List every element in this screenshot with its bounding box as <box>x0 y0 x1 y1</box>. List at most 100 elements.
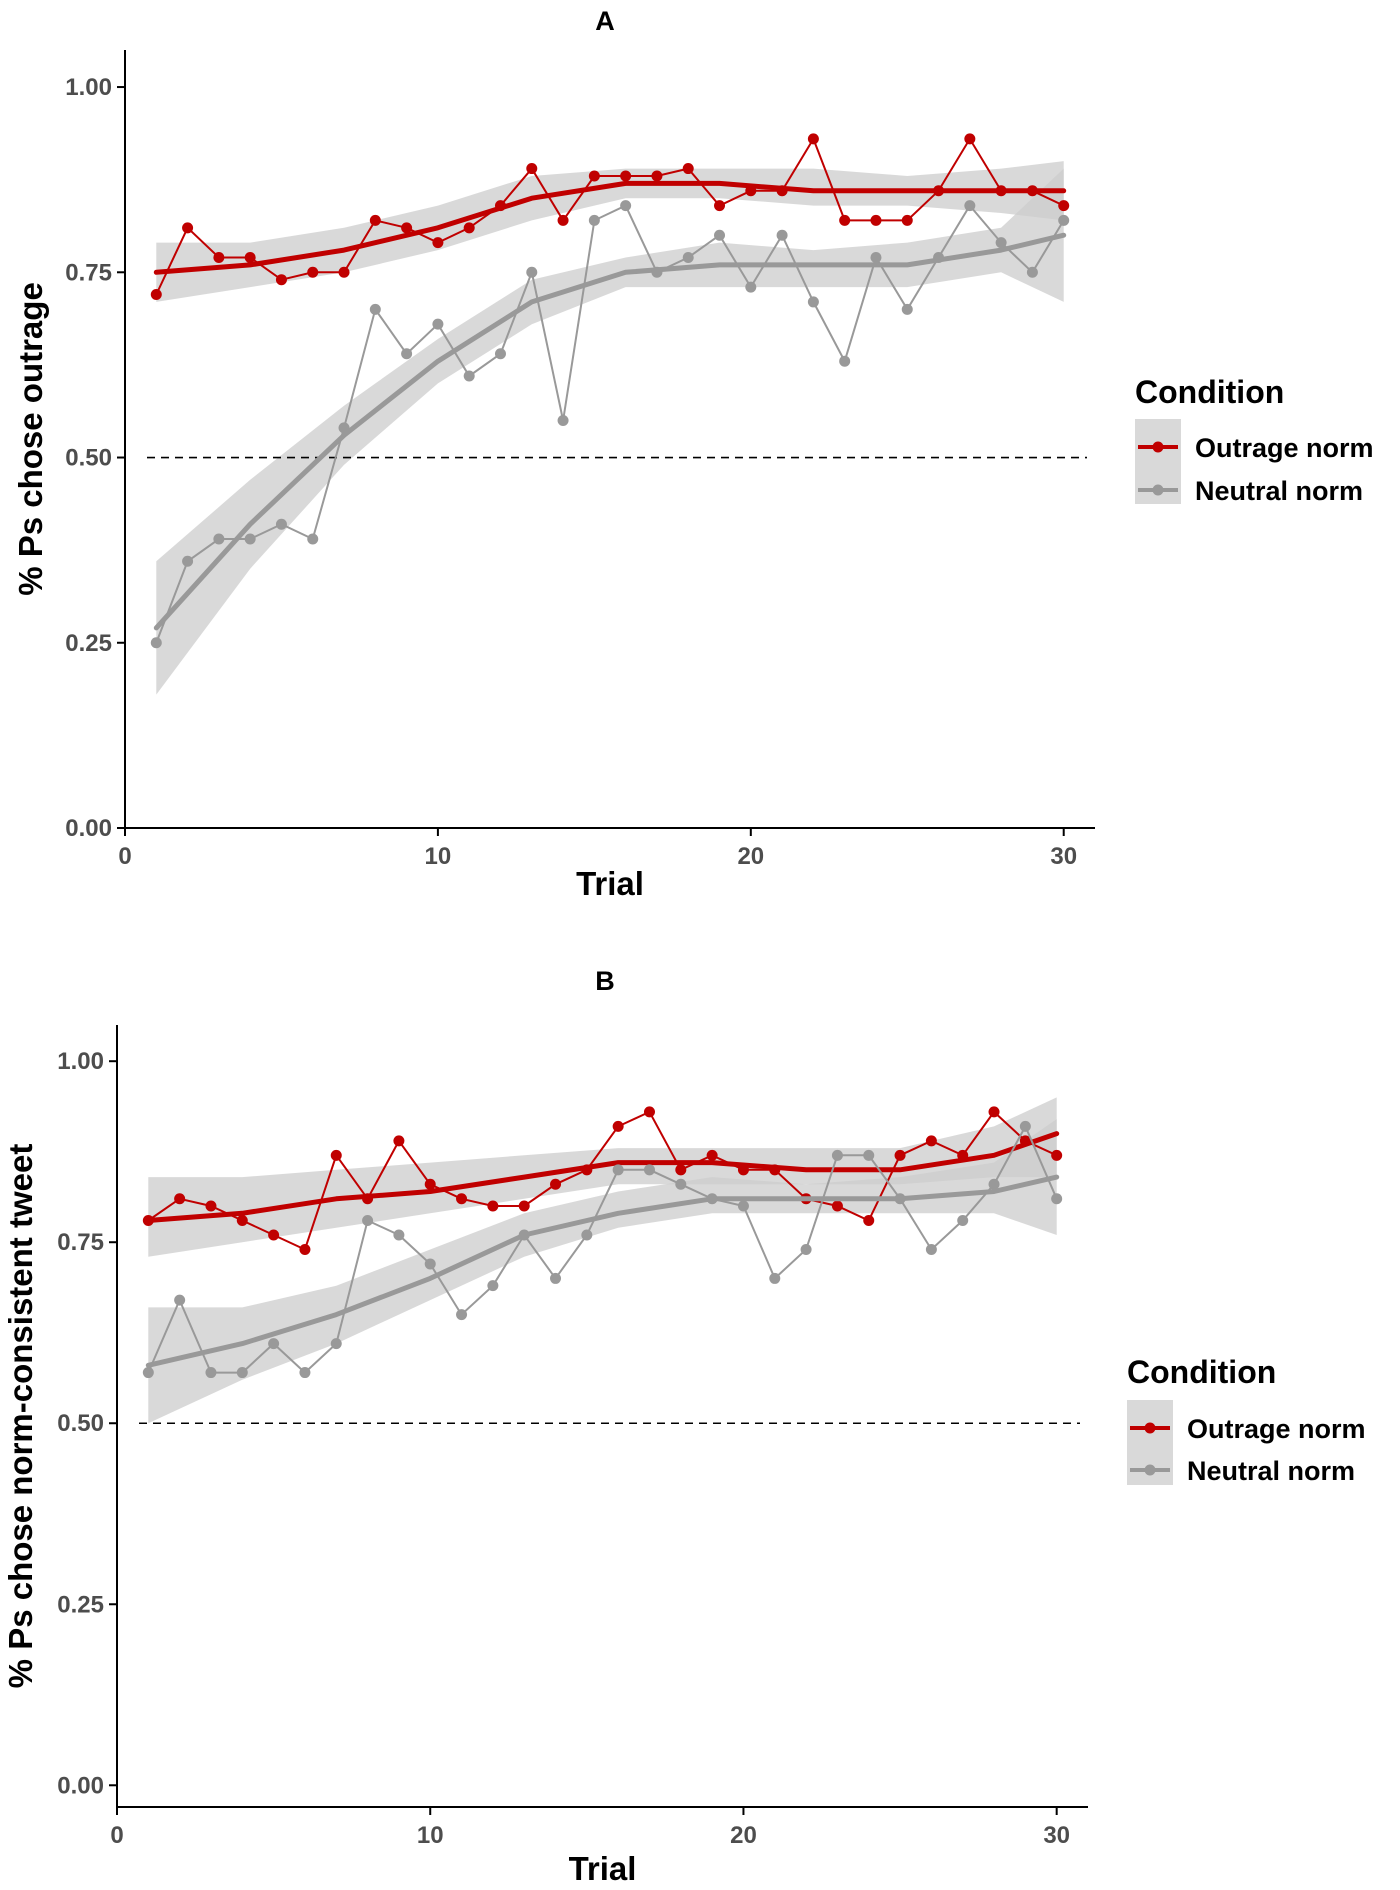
data-point-outrage <box>182 222 194 234</box>
data-point-neutral <box>275 518 287 530</box>
data-point-neutral <box>150 637 162 649</box>
data-point-outrage <box>205 1200 217 1212</box>
data-point-neutral <box>870 251 882 263</box>
y-tick-label: 0.00 <box>65 815 112 842</box>
y-tick-label: 1.00 <box>65 74 112 101</box>
y-tick-label: 0.75 <box>57 1229 104 1256</box>
data-point-outrage <box>174 1193 186 1205</box>
data-point-neutral <box>706 1193 718 1205</box>
data-point-outrage <box>776 185 788 197</box>
data-point-neutral <box>393 1229 405 1241</box>
data-point-neutral <box>682 251 694 263</box>
data-point-neutral <box>424 1258 436 1270</box>
data-point-neutral <box>737 1200 749 1212</box>
data-point-neutral <box>643 1164 655 1176</box>
data-line-neutral <box>155 203 1065 644</box>
data-point-outrage <box>933 185 945 197</box>
legend-point-outrage <box>1152 441 1164 453</box>
data-point-neutral <box>236 1367 248 1379</box>
data-point-neutral <box>964 200 976 212</box>
y-tick-label: 0.75 <box>65 259 112 286</box>
data-point-neutral <box>432 318 444 330</box>
data-point-neutral <box>925 1243 937 1255</box>
smooth-line-outrage <box>145 1131 1060 1223</box>
data-point-outrage <box>894 1149 906 1161</box>
data-line-outrage <box>147 1110 1058 1251</box>
data-point-outrage <box>244 251 256 263</box>
data-point-neutral <box>839 355 851 367</box>
data-point-neutral <box>213 533 225 545</box>
data-point-outrage <box>150 289 162 301</box>
data-point-neutral <box>401 348 413 360</box>
data-point-neutral <box>463 370 475 382</box>
data-point-outrage <box>213 251 225 263</box>
data-point-outrage <box>745 185 757 197</box>
y-tick-label: 0.50 <box>57 1410 104 1437</box>
data-point-neutral <box>588 214 600 226</box>
data-point-neutral <box>1051 1193 1063 1205</box>
y-tick-label: 0.00 <box>57 1772 104 1799</box>
y-tick-label: 0.25 <box>65 630 112 657</box>
x-axis-title: Trial <box>569 1850 637 1887</box>
data-point-neutral <box>182 555 194 567</box>
data-point-neutral <box>800 1243 812 1255</box>
data-point-outrage <box>142 1215 154 1226</box>
legend-title: Condition <box>1135 374 1284 410</box>
data-point-outrage <box>526 163 538 175</box>
smooth-line-neutral <box>145 1174 1060 1368</box>
confidence-band-neutral <box>156 168 1064 695</box>
data-point-neutral <box>831 1149 843 1161</box>
confidence-band-outrage <box>156 161 1064 302</box>
data-point-neutral <box>675 1178 687 1190</box>
data-point-neutral <box>518 1229 530 1241</box>
data-point-neutral <box>1019 1120 1031 1132</box>
data-point-outrage <box>706 1149 718 1161</box>
data-point-outrage <box>487 1200 499 1212</box>
data-point-outrage <box>456 1193 468 1205</box>
data-point-outrage <box>651 170 663 182</box>
data-point-neutral <box>1058 214 1070 226</box>
data-point-outrage <box>714 200 726 212</box>
data-line-neutral <box>147 1124 1058 1374</box>
chart-panel-b: B 0.00 0.25 0.50 0.75 1.00 0 10 20 30 Trial % Ps ch… <box>2 966 1366 1887</box>
legend-label-outrage: Outrage norm <box>1187 1414 1366 1444</box>
data-point-neutral <box>863 1149 875 1161</box>
data-point-outrage <box>463 222 475 234</box>
data-point-neutral <box>957 1215 969 1226</box>
data-point-outrage <box>925 1135 937 1147</box>
legend-title: Condition <box>1127 1354 1276 1390</box>
legend-point-outrage <box>1144 1422 1156 1434</box>
data-point-neutral <box>369 303 381 315</box>
data-point-outrage <box>612 1120 624 1132</box>
y-axis-title: % Ps chose norm-consistent tweet <box>2 1144 39 1689</box>
data-point-outrage <box>870 214 882 226</box>
data-point-neutral <box>307 533 319 545</box>
data-point-outrage <box>330 1149 342 1161</box>
data-point-neutral <box>550 1272 562 1284</box>
data-point-outrage <box>863 1215 875 1226</box>
legend-point-neutral <box>1144 1464 1156 1476</box>
data-point-neutral <box>268 1338 280 1350</box>
x-tick-label: 20 <box>730 1822 757 1849</box>
data-point-outrage <box>839 214 851 226</box>
data-point-outrage <box>1026 185 1038 197</box>
data-point-outrage <box>236 1215 248 1226</box>
data-point-outrage <box>964 133 976 145</box>
data-point-neutral <box>901 303 913 315</box>
data-point-neutral <box>894 1193 906 1205</box>
data-point-outrage <box>581 1164 593 1176</box>
data-point-outrage <box>275 274 287 286</box>
chart-panel-a: A 0.00 0.25 0.50 0.75 1.00 0 10 20 30 Trial % Ps ch… <box>12 6 1374 902</box>
data-point-outrage <box>362 1193 374 1205</box>
data-point-neutral <box>338 422 350 434</box>
data-point-neutral <box>142 1367 154 1379</box>
x-tick-label: 0 <box>118 843 131 870</box>
data-point-outrage <box>901 214 913 226</box>
data-point-outrage <box>588 170 600 182</box>
y-tick-label: 1.00 <box>57 1048 104 1075</box>
data-point-outrage <box>299 1243 311 1255</box>
data-point-outrage <box>831 1200 843 1212</box>
data-point-outrage <box>988 1106 1000 1118</box>
x-axis-title: Trial <box>576 865 644 902</box>
